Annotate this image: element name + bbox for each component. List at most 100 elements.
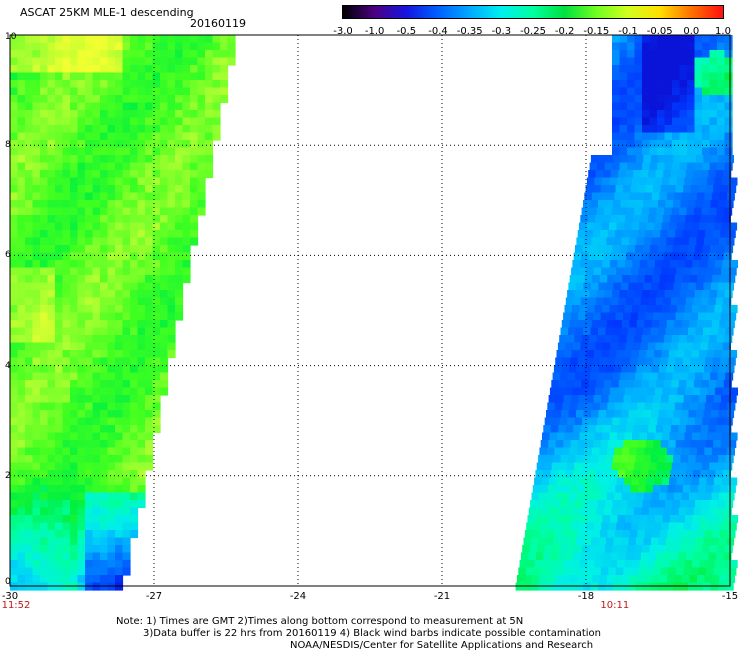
swath-cell [32, 560, 41, 569]
swath-cell [77, 162, 86, 171]
swath-cell [687, 87, 696, 96]
swath-cell [107, 170, 116, 179]
swath-cell [137, 80, 146, 89]
swath-cell [577, 357, 586, 366]
swath-cell [107, 545, 116, 554]
swath-cell [197, 162, 206, 171]
swath-cell [17, 342, 26, 351]
swath-cell [85, 50, 94, 59]
swath-cell [620, 500, 629, 509]
swath-cell [679, 417, 688, 426]
swath-cell [603, 425, 612, 434]
swath-cell [77, 567, 86, 576]
swath-cell [642, 245, 651, 254]
swath-cell [190, 50, 199, 59]
swath-cell [32, 320, 41, 329]
swath-cell [628, 455, 637, 464]
swath-cell [17, 552, 26, 561]
swath-cell [145, 320, 154, 329]
swath-cell [212, 95, 221, 104]
swath-cell [704, 275, 713, 284]
swath-cell [643, 155, 652, 164]
swath-cell [628, 237, 637, 246]
swath-cell [107, 380, 116, 389]
swath-cell [634, 102, 643, 111]
swath-cell [70, 275, 79, 284]
swath-cell [62, 87, 71, 96]
swath-cell [182, 207, 191, 216]
swath-cell [602, 387, 611, 396]
swath-cell [92, 575, 101, 584]
swath-cell [679, 80, 688, 89]
swath-cell [602, 342, 611, 351]
swath-cell [563, 312, 572, 321]
swath-cell [702, 50, 711, 59]
swath-cell [25, 365, 34, 374]
swath-cell [92, 50, 101, 59]
swath-cell [622, 357, 631, 366]
swath-cell [167, 320, 176, 329]
swath-cell [92, 447, 101, 456]
swath-cell [122, 222, 131, 231]
swath-cell [727, 530, 736, 539]
swath-cell [719, 575, 728, 584]
swath-cell [645, 185, 654, 194]
swath-cell [642, 140, 651, 149]
swath-cell [212, 102, 221, 111]
swath-cell [25, 80, 34, 89]
swath-cell [724, 35, 733, 44]
swath-cell [190, 65, 199, 74]
swath-cell [70, 95, 79, 104]
swath-cell [145, 440, 154, 449]
swath-cell [535, 515, 544, 524]
swath-cell [32, 125, 41, 134]
swath-cell [175, 177, 184, 186]
swath-cell [703, 410, 712, 419]
swath-cell [55, 357, 64, 366]
swath-cell [145, 357, 154, 366]
swath-cell [92, 132, 101, 141]
swath-cell [687, 162, 696, 171]
swath-cell [672, 110, 681, 119]
swath-cell [631, 395, 640, 404]
swath-cell [630, 485, 639, 494]
swath-cell [664, 132, 673, 141]
swath-cell [160, 162, 169, 171]
swath-cell [531, 537, 540, 546]
swath-cell [728, 567, 737, 576]
swath-cell [175, 290, 184, 299]
swath-cell [167, 230, 176, 239]
swath-cell [115, 560, 124, 569]
swath-cell [696, 447, 705, 456]
swath-cell [115, 132, 124, 141]
swath-cell [580, 515, 589, 524]
swath-cell [55, 522, 64, 531]
swath-cell [137, 237, 146, 246]
swath-cell [565, 515, 574, 524]
swath-cell [673, 365, 682, 374]
swath-cell [525, 567, 534, 576]
swath-cell [92, 350, 101, 359]
swath-cell [92, 507, 101, 516]
swath-cell [664, 65, 673, 74]
swath-cell [615, 230, 624, 239]
swath-cell [614, 492, 623, 501]
swath-cell [152, 95, 161, 104]
swath-cell [152, 110, 161, 119]
swath-cell [594, 305, 603, 314]
swath-cell [40, 320, 49, 329]
swath-cell [122, 125, 131, 134]
swath-cell [160, 155, 169, 164]
swath-cell [182, 132, 191, 141]
swath-cell [77, 500, 86, 509]
swath-cell [673, 582, 682, 591]
swath-cell [721, 267, 730, 276]
swath-cell [32, 387, 41, 396]
swath-cell [205, 50, 214, 59]
swath-cell [190, 42, 199, 51]
swath-cell [137, 350, 146, 359]
swath-cell [77, 515, 86, 524]
swath-cell [25, 410, 34, 419]
swath-cell [699, 177, 708, 186]
swath-cell [17, 132, 26, 141]
